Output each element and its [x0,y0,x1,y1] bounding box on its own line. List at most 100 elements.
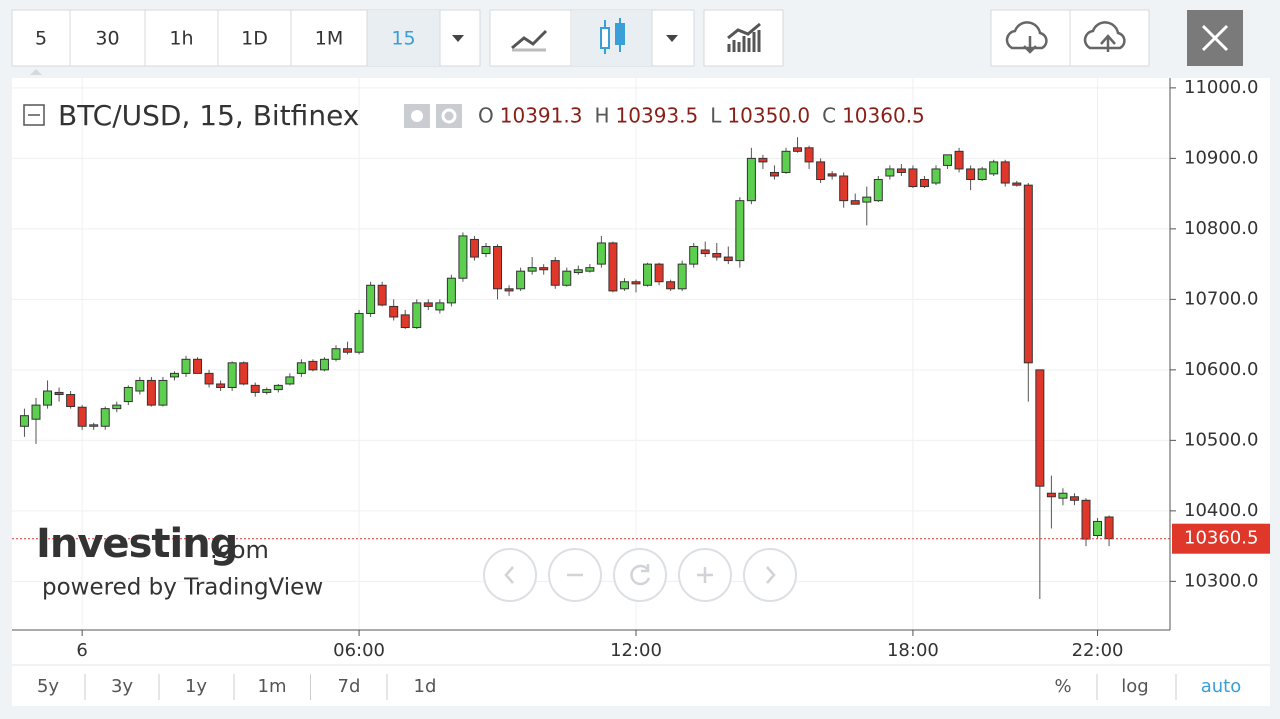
interval-button[interactable]: 1h [169,28,193,50]
candle-body [619,281,629,290]
interval-button[interactable]: 30 [95,28,119,50]
range-button[interactable]: 1m [258,676,287,697]
candle-body [112,404,122,410]
scroll-right[interactable] [743,548,797,602]
candle-body [77,406,87,427]
dropdown-arrow[interactable] [452,35,464,42]
candle-body [193,358,203,374]
candle-body [181,358,191,374]
candle-body [158,379,168,406]
save-icon[interactable] [1083,21,1126,52]
candle-body [908,168,918,188]
range-button[interactable]: 1y [185,676,207,697]
candle-body [481,245,491,255]
candle-body [308,360,318,371]
interval-button[interactable]: 5 [35,28,47,50]
scroll-left[interactable] [483,548,537,602]
brand: Investing [36,521,237,567]
collapse-tab[interactable] [30,69,42,75]
candle-body [216,383,226,388]
candle-body [285,376,295,385]
y-tick-label: 10500.0 [1184,429,1258,450]
candle-body [966,168,976,181]
candle-body [412,302,422,329]
x-tick-label: 6 [76,640,87,661]
range-button[interactable]: 5y [37,676,59,697]
y-tick-label: 10900.0 [1184,147,1258,168]
dropdown-arrow[interactable] [666,35,678,42]
gear-icon [441,108,457,124]
candle-body [919,179,929,188]
candle-body [493,245,503,290]
candle-icon[interactable] [600,18,625,54]
candle-body [469,238,479,258]
candle-body [1058,492,1068,499]
candle-body [643,263,653,286]
x-tick-label: 18:00 [887,640,939,661]
candle-body [735,200,745,262]
candle-body [896,168,906,173]
candle-body [43,390,53,406]
candle-body [354,312,364,353]
candle-body [273,384,283,391]
eye-icon-pupil [411,110,423,122]
close-icon [1201,24,1229,52]
ohlc-label: O [478,104,494,128]
candle-body [527,267,537,272]
symbol-title: BTC/USD, 15, Bitfinex [58,99,359,132]
y-tick-label: 10400.0 [1184,500,1258,521]
brand-suffix: .com [210,536,269,564]
ohlc-label: H [594,104,609,128]
nav-buttons [483,548,797,602]
candle-body [169,372,179,378]
last-price-box [1172,523,1270,554]
x-tick-label: 06:00 [333,640,385,661]
candle-body [654,263,664,283]
candle-body [827,173,837,177]
active-type-bg [572,11,652,65]
candle-body [689,245,699,265]
interval-button[interactable]: 15 [391,28,415,50]
candle-body [943,154,953,166]
candle-body [135,379,145,392]
candle-body [423,302,433,307]
interval-button[interactable]: 1M [315,28,343,50]
candle-body [793,147,803,152]
candle-body [573,269,583,274]
interval-button[interactable]: 1D [241,28,268,50]
candle-body [123,386,133,403]
candle-body [343,348,353,353]
candle-body [1035,369,1045,487]
candle-body [54,391,64,396]
range-button[interactable]: 1d [414,676,437,697]
candle-body [435,302,445,311]
candle-body [1093,520,1103,537]
range-button[interactable]: 3y [111,676,133,697]
scale-option[interactable]: auto [1201,676,1242,697]
candle-body [504,288,514,292]
candle-body [839,175,849,202]
candle-body [873,179,883,202]
bottom-bar [12,666,1270,706]
ohlc-value: 10391.3 [500,104,583,128]
candle-body [539,267,549,271]
scale-option[interactable]: log [1121,676,1148,697]
reset[interactable] [613,548,667,602]
last-price-label: 10360.5 [1184,528,1258,549]
y-tick-label: 10600.0 [1184,359,1258,380]
load-icon[interactable] [1005,21,1048,54]
line-chart-icon[interactable] [511,29,548,50]
candle-body [331,348,341,360]
scale-option[interactable]: % [1054,676,1071,697]
candle-body [239,362,249,385]
candle-body [550,260,560,286]
range-button[interactable]: 7d [338,676,361,697]
candle-body [389,305,399,318]
candle-body [781,150,791,173]
candle-body [712,253,722,258]
candle-body [204,372,214,385]
y-tick-label: 10800.0 [1184,218,1258,239]
settings-icon[interactable] [436,104,462,128]
